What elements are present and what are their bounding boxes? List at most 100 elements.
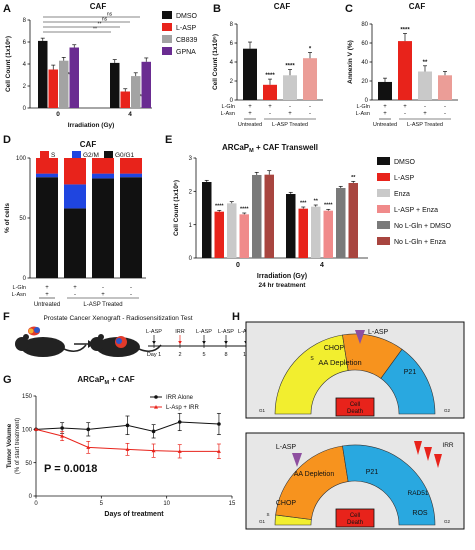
panel-d-row-mark: + [73, 285, 77, 291]
panel-e-legend-swatch [377, 189, 390, 197]
panel-d-row-mark: - [130, 292, 132, 298]
panel-e-legend-label: DMSO [394, 159, 416, 166]
panel-a-legend-label: GPNA [176, 49, 196, 56]
panel-e-legend-label: L-ASP [394, 175, 415, 182]
panel-a-legend-swatch [162, 11, 172, 19]
panel-d-row-mark: + [101, 292, 105, 298]
panel-h-top-s-label: S [310, 356, 314, 362]
panel-c-title: CAF [409, 2, 426, 11]
panel-e-legend-swatch [377, 157, 390, 165]
panel-g-point [151, 448, 156, 453]
panel-a-y-label: Cell Count (1x10⁶) [5, 36, 12, 92]
panel-d-bar-g2m [92, 173, 114, 179]
panel-h-bottom-g2-sector [342, 444, 436, 526]
panel-a-x-tick-label: 4 [128, 111, 132, 118]
panel-g-line-chart: ARCaPM + CAF Tumor Volume (% of start trea… [6, 375, 236, 518]
panel-letter-g: G [3, 374, 12, 386]
panel-c-row-label: L-Gln [357, 104, 370, 110]
panel-a-bar [69, 47, 79, 108]
panel-g-point [177, 449, 182, 453]
panel-a-bracket-label: ** [93, 27, 97, 33]
panel-e-y-tick-label: 0 [189, 256, 193, 262]
panel-c-y-tick-label: 40 [361, 60, 368, 66]
panel-d-bar-s [36, 158, 58, 174]
panel-e-legend-swatch [377, 237, 390, 245]
panel-a-legend-swatch [162, 23, 172, 31]
panel-e-bar [252, 175, 262, 258]
panel-g-x-tick-label: 5 [100, 501, 104, 507]
panel-c-row-mark: + [423, 111, 427, 117]
panel-a-bracket-label: ** [98, 22, 102, 28]
panel-d-legend-swatch [72, 151, 81, 158]
panel-b-bar [283, 75, 297, 100]
panel-c-y-tick-label: 80 [361, 22, 368, 28]
panel-h-top-death-box [335, 397, 375, 417]
panel-f-title: Prostate Cancer Xenograft - Radiosensiti… [43, 315, 192, 322]
panel-a-legend-label: DMSO [176, 13, 198, 20]
panel-c-row-mark: - [444, 104, 446, 110]
panel-g-x-tick-label: 10 [163, 501, 170, 507]
panel-a-bar [38, 40, 48, 108]
panel-b-significance: **** [265, 73, 275, 79]
panel-letters: A B C D E F G H [3, 3, 353, 386]
panel-g-y-tick-label: 100 [22, 428, 33, 434]
panel-a-y-tick-label: 0 [23, 106, 27, 112]
panel-f-day-label: 2 [178, 352, 181, 358]
panel-e-bar [286, 194, 296, 258]
panel-e-y-label: Cell Count (1x10⁶) [173, 180, 180, 236]
panel-letter-h: H [232, 311, 240, 323]
panel-e-legend-swatch [377, 173, 390, 181]
panel-b-bar [303, 58, 317, 100]
panel-g-y-tick-label: 0 [29, 494, 33, 500]
panel-b-row-mark: + [288, 111, 292, 117]
panel-a-y-tick-label: 4 [23, 62, 27, 68]
panel-g-title: ARCaPM + CAF [77, 375, 134, 386]
panel-h-top-g2-label: G2 [444, 408, 451, 413]
panel-a-y-tick-label: 6 [23, 40, 27, 46]
panel-d-y-tick-label: 100 [16, 156, 27, 162]
panel-g-point [86, 427, 91, 432]
panel-c-row-mark: - [424, 104, 426, 110]
panel-f-event-label: IRR [175, 329, 185, 335]
panel-a-title: CAF [90, 2, 107, 11]
panel-d-row-mark: + [45, 292, 49, 298]
panel-f-tumor-cells-blue [34, 327, 40, 333]
panel-h-bottom-ros-label: ROS [412, 510, 428, 517]
panel-letter-d: D [3, 134, 11, 146]
panel-d-title: CAF [80, 140, 97, 149]
panel-e-legend-label: Enza [394, 191, 410, 198]
panel-h-top-g2-sector [380, 348, 436, 415]
panel-a-bar [110, 62, 120, 108]
panel-f-mouse-right-tail [138, 344, 162, 352]
panel-e-significance: **** [215, 204, 224, 210]
panel-b-significance: * [309, 47, 312, 53]
panel-g-y-label-2: (% of start treatment) [15, 418, 21, 474]
panel-h-top-chop-label: CHOP [324, 345, 345, 352]
panel-a-bar [131, 76, 141, 108]
panel-b-title: CAF [274, 2, 291, 11]
panel-e-x-tick-label: 4 [320, 262, 324, 269]
panel-g-point [60, 434, 65, 438]
panel-b-y-tick-label: 4 [230, 60, 234, 66]
panel-letter-e: E [165, 134, 172, 146]
panel-g-point [177, 420, 182, 424]
panel-f-event-arrowhead [202, 341, 206, 345]
panel-c-row-mark: + [403, 104, 407, 110]
panel-c-significance: ** [423, 60, 428, 66]
panel-g-x-tick-label: 0 [34, 501, 38, 507]
panel-g-point [125, 447, 130, 451]
panel-g-point [151, 429, 156, 434]
panel-g-point [86, 445, 91, 449]
panel-g-point [217, 422, 221, 426]
panel-a-legend-swatch [162, 47, 172, 55]
panel-e-y-tick-label: 3 [189, 156, 193, 162]
panel-e-legend-swatch [377, 221, 390, 229]
panel-c-bar [378, 81, 392, 100]
panel-d-bar-g0g1 [92, 178, 114, 278]
panel-d-y-tick-label: 50 [19, 216, 26, 222]
panel-d-row-mark: - [130, 285, 132, 291]
panel-b-row-label: L-Gln [222, 104, 235, 110]
panel-g-legend-marker [154, 395, 158, 399]
